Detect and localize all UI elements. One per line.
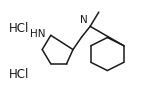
Text: HN: HN [30,29,45,39]
Text: HCl: HCl [9,22,29,35]
Text: HCl: HCl [9,68,29,81]
Text: N: N [80,15,87,25]
